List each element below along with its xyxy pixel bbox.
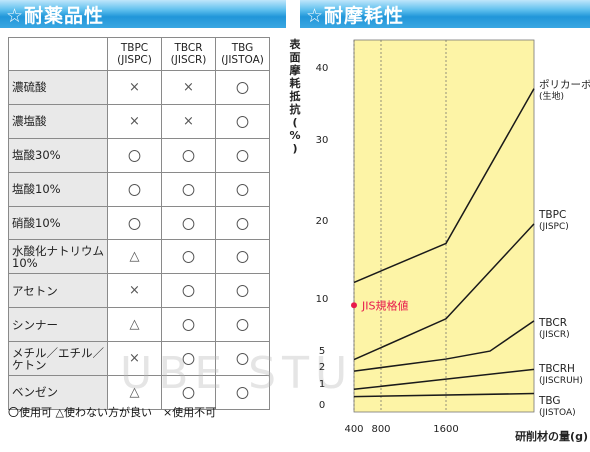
rating-cell: ×: [107, 273, 162, 309]
series-label: (JISCR): [539, 330, 570, 340]
row-label: 濃硫酸: [8, 70, 108, 105]
x-tick-label: 800: [371, 424, 390, 435]
col-header-1: TBCR (JISCR): [170, 42, 207, 66]
table-row: メチル／エチル／ ケトン × 〇〇: [8, 341, 270, 377]
y-tick-label: 40: [316, 63, 329, 74]
row-label: メチル／エチル／ ケトン: [8, 341, 108, 377]
y-axis-label-char: 摩: [290, 63, 302, 77]
rating-cell: 〇: [161, 239, 216, 275]
jis-standard-point: [351, 302, 357, 309]
series-label: (JISTOA): [539, 408, 576, 418]
x-axis-label: 研削材の量(g): [515, 429, 588, 443]
rating-cell: ×: [161, 70, 216, 105]
series-label: TBG: [538, 395, 561, 407]
y-axis-label-char: 表: [289, 37, 302, 51]
row-label: 塩酸30%: [8, 137, 108, 173]
rating-cell: ×: [161, 103, 216, 139]
table-row: 濃硫酸 × × 〇: [8, 70, 270, 105]
rating-cell: 〇: [161, 375, 216, 410]
rating-cell: 〇: [107, 171, 162, 207]
y-tick-label: 5: [319, 346, 325, 357]
row-label: 塩酸10%: [8, 171, 108, 207]
row-label: 水酸化ナトリウム 10%: [8, 239, 108, 275]
col-header: TBG (JISTOA): [215, 37, 270, 71]
series-line: [353, 320, 535, 372]
abrasion-resistance-header: ☆耐摩耗性: [300, 0, 590, 28]
rating-cell: 〇: [215, 341, 270, 377]
y-tick-label: 2: [319, 362, 325, 373]
table-row: 水酸化ナトリウム 10% △ 〇〇: [8, 239, 270, 275]
table-row: アセトン × 〇〇: [8, 273, 270, 309]
plot-area: [353, 39, 535, 413]
rating-cell: 〇: [215, 205, 270, 241]
series-label: TBCRH: [538, 363, 575, 375]
y-axis-label-char: ): [292, 142, 297, 155]
y-tick-label: 0: [319, 400, 325, 411]
rating-cell: 〇: [161, 341, 216, 377]
symbol-legend: 〇使用可 △使わない方が良い ×使用不可: [8, 406, 217, 419]
x-tick-label: 400: [344, 424, 363, 435]
y-tick-label: 20: [316, 216, 329, 227]
y-axis-label-char: 抵: [290, 89, 301, 103]
series-label: (JISPC): [539, 222, 569, 232]
rating-cell: 〇: [215, 137, 270, 173]
row-label: 硝酸10%: [8, 205, 108, 241]
rating-cell: 〇: [215, 103, 270, 139]
table-row: ベンゼン △ 〇〇: [8, 375, 270, 410]
y-axis-label-char: 面: [290, 51, 301, 64]
table-corner: [8, 37, 108, 71]
row-label: ベンゼン: [8, 375, 108, 410]
rating-cell: ×: [107, 341, 162, 377]
rating-cell: ×: [107, 103, 162, 139]
rating-cell: △: [107, 375, 162, 410]
rating-cell: ×: [107, 70, 162, 105]
y-tick-label: 10: [316, 294, 329, 305]
rating-cell: 〇: [215, 307, 270, 343]
col-header: TBPC (JISPC): [107, 37, 162, 71]
series-label: TBCR: [538, 317, 567, 329]
table-row: 濃塩酸 × × 〇: [8, 103, 270, 139]
rating-cell: 〇: [215, 375, 270, 410]
abrasion-resistance-title: ☆耐摩耗性: [306, 4, 405, 27]
series-line: [353, 223, 535, 361]
y-axis-label-char: %: [289, 129, 300, 142]
jis-standard-label: JIS規格値: [361, 298, 408, 312]
y-axis-label-char: 抗: [290, 102, 301, 116]
series-line: [353, 392, 535, 398]
chemical-resistance-title: ☆耐薬品性: [6, 4, 105, 27]
series-line: [353, 368, 535, 391]
chemical-resistance-header: ☆耐薬品性: [0, 0, 286, 28]
y-axis-label-char: (: [292, 116, 297, 129]
x-tick-label: 1600: [433, 424, 458, 435]
table-row: 硝酸10% 〇〇〇: [8, 205, 270, 241]
row-label: シンナー: [8, 307, 108, 343]
rating-cell: △: [107, 307, 162, 343]
table-row: シンナー △ 〇〇: [8, 307, 270, 343]
rating-cell: 〇: [161, 205, 216, 241]
series-label: ポリカーボネイト: [539, 79, 590, 91]
series-line: [353, 88, 535, 284]
rating-cell: 〇: [215, 273, 270, 309]
y-tick-label: 30: [316, 135, 329, 146]
series-label: (JISCRUH): [539, 376, 583, 386]
y-axis-label-char: 耗: [290, 76, 301, 90]
series-label: (生地): [539, 90, 564, 102]
col-header-0: TBPC (JISPC): [117, 42, 152, 66]
rating-cell: 〇: [161, 307, 216, 343]
row-label: アセトン: [8, 273, 108, 309]
row-label: 濃塩酸: [8, 103, 108, 139]
chemical-resistance-table: TBPC (JISPC) TBCR (JISCR) TBG (JISTOA) 濃…: [8, 37, 270, 410]
col-header-2: TBG (JISTOA): [221, 42, 264, 66]
y-tick-label: 1: [319, 379, 325, 390]
col-header: TBCR (JISCR): [161, 37, 216, 71]
rating-cell: 〇: [215, 70, 270, 105]
rating-cell: 〇: [215, 239, 270, 275]
series-label: TBPC: [538, 209, 566, 221]
rating-cell: 〇: [161, 273, 216, 309]
